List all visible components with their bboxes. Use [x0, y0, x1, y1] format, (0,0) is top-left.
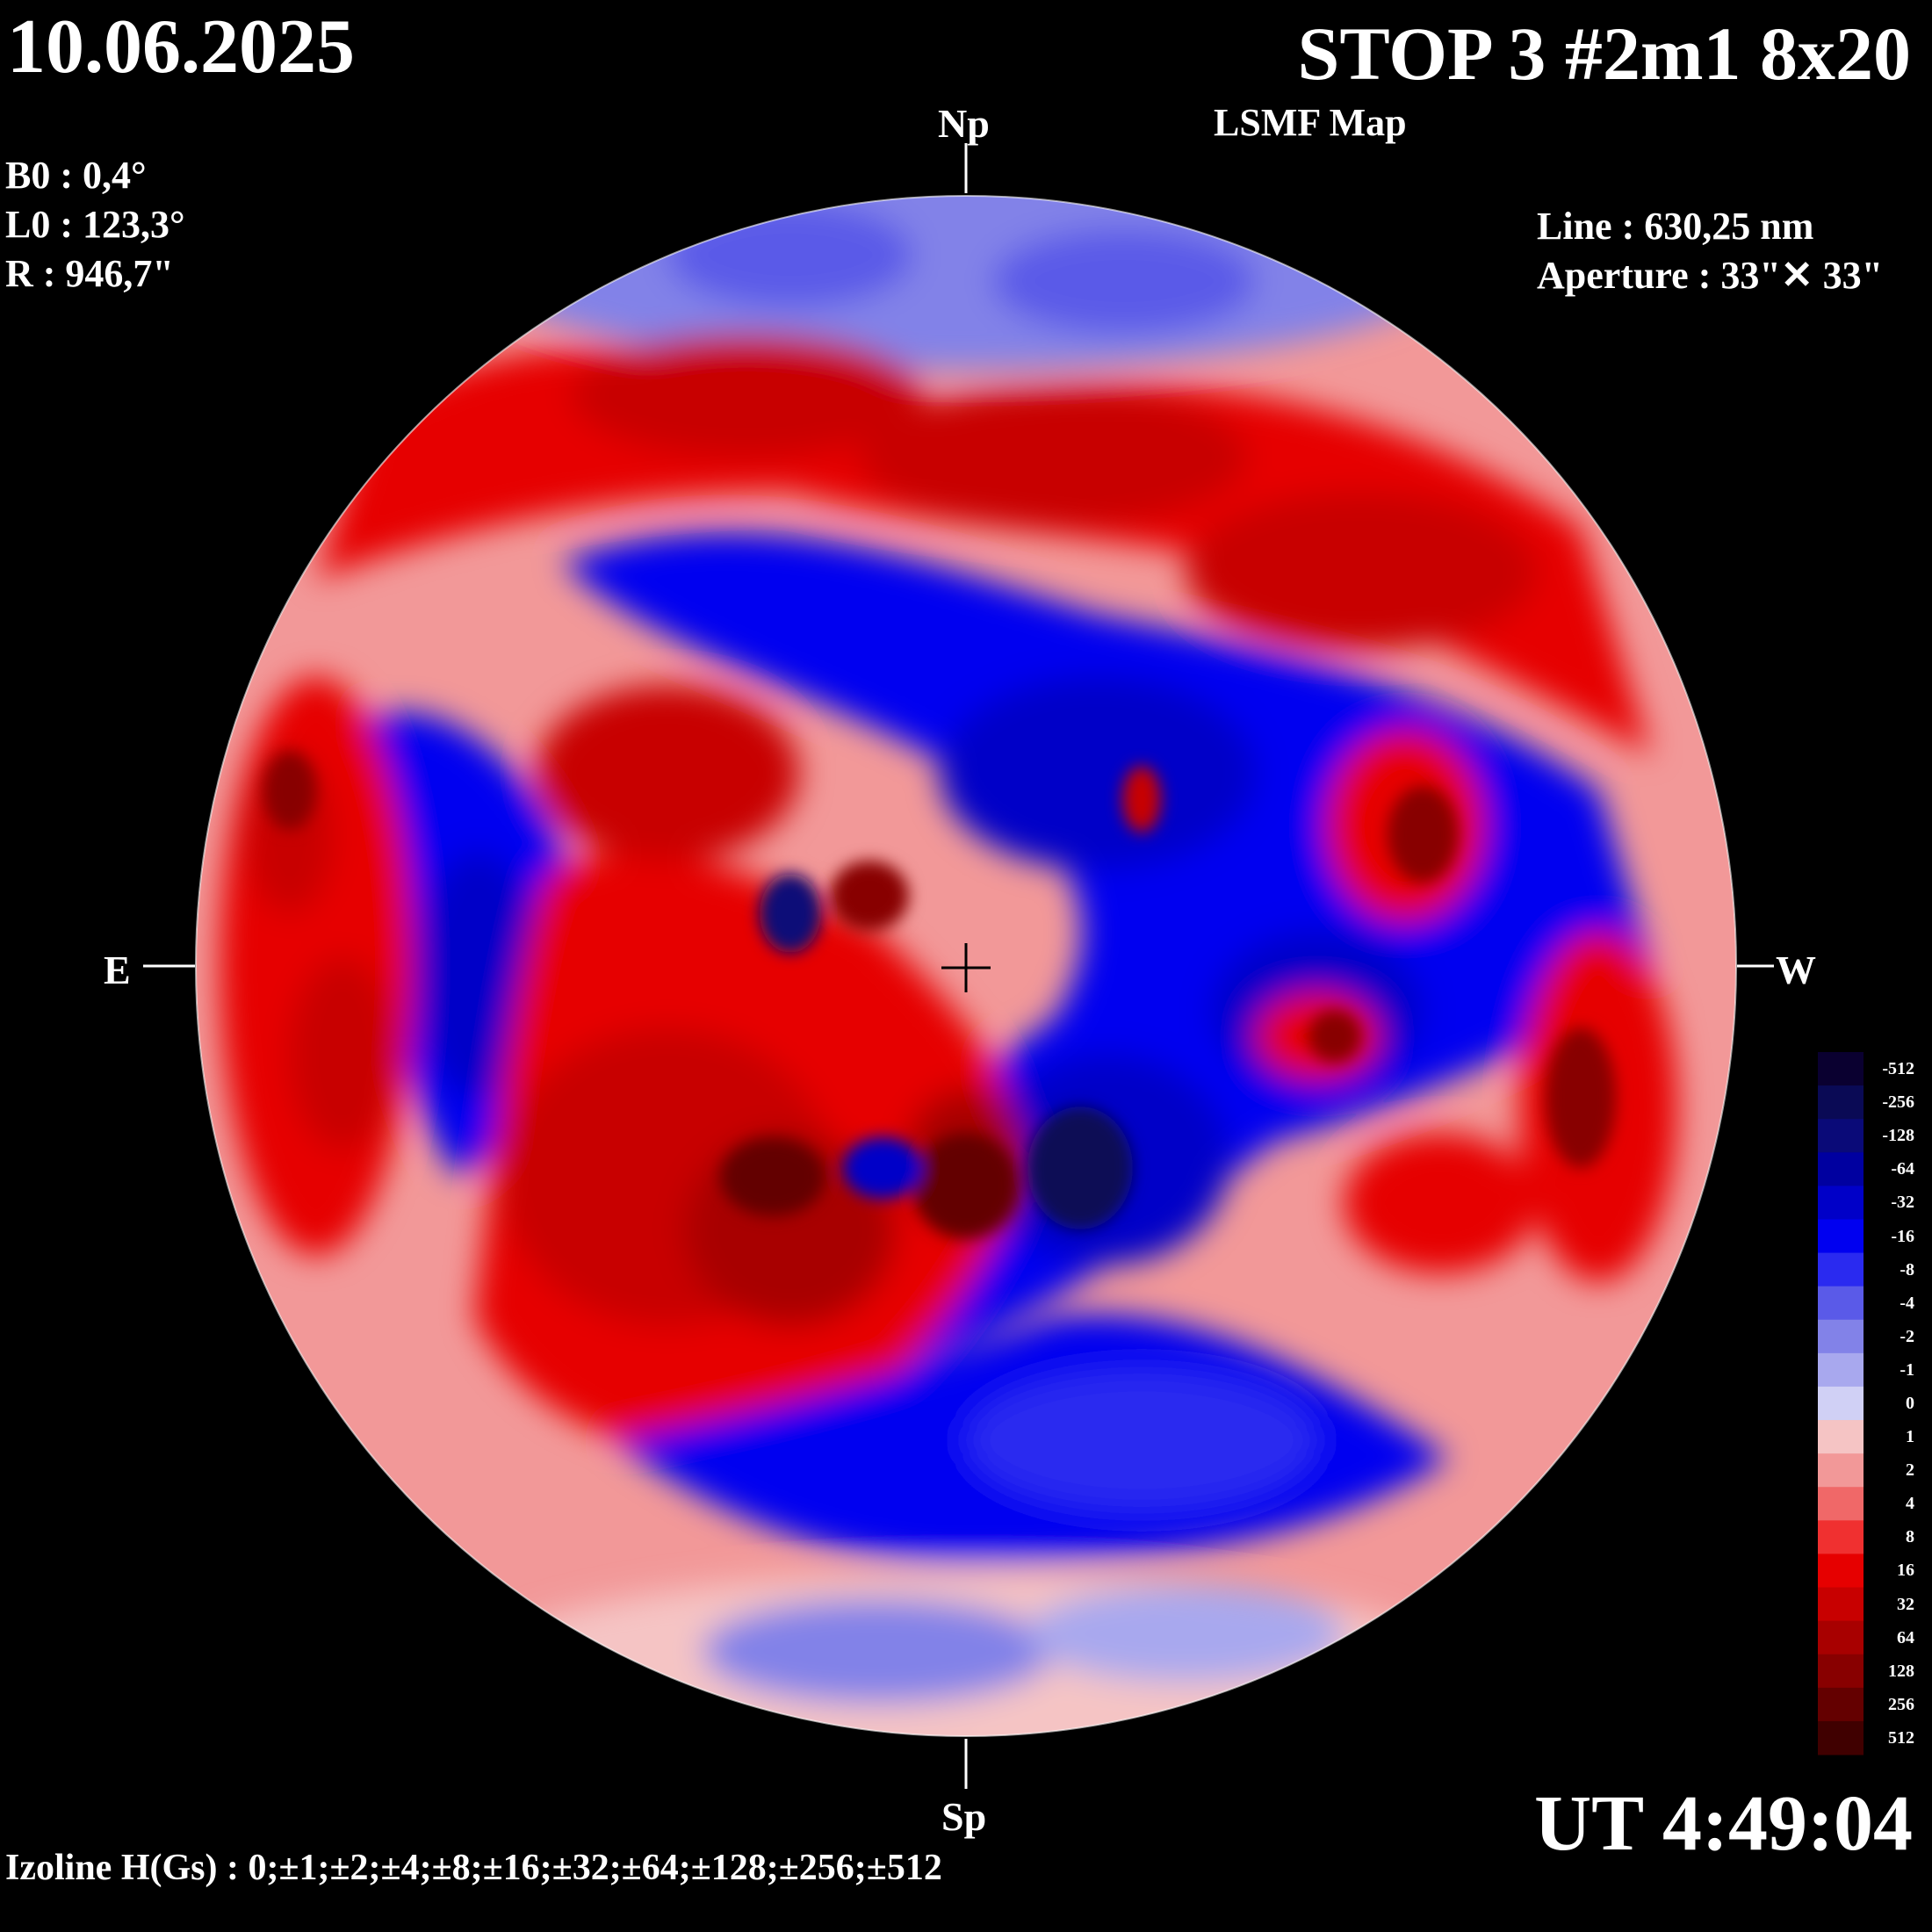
- west-label: W: [1776, 948, 1816, 992]
- color-scale-swatch: [1818, 1352, 1864, 1388]
- observation-date: 10.06.2025: [7, 4, 355, 90]
- south-pole-label: Sp: [941, 1794, 987, 1839]
- color-scale-label: 8: [1906, 1527, 1914, 1547]
- color-scale-label: 128: [1888, 1661, 1914, 1681]
- color-scale-bar: [1818, 1052, 1864, 1755]
- color-scale-swatch: [1818, 1720, 1864, 1755]
- color-scale-swatch: [1818, 1587, 1864, 1622]
- color-scale-label: 256: [1888, 1694, 1914, 1714]
- color-scale-label: -512: [1882, 1059, 1914, 1079]
- color-scale-swatch: [1818, 1286, 1864, 1321]
- color-scale-swatch: [1818, 1554, 1864, 1589]
- color-scale-label: -64: [1891, 1159, 1914, 1179]
- color-scale-swatch: [1818, 1453, 1864, 1488]
- color-scale-swatch: [1818, 1119, 1864, 1153]
- color-scale-label: -8: [1900, 1259, 1914, 1280]
- color-scale-swatch: [1818, 1386, 1864, 1421]
- color-scale-swatch: [1818, 1319, 1864, 1354]
- color-scale-label: -256: [1882, 1092, 1914, 1113]
- radius-value: R : 946,7": [5, 252, 174, 295]
- north-pole-label: Np: [938, 101, 990, 146]
- spectral-line: Line : 630,25 nm: [1537, 205, 1814, 248]
- color-scale-label: -2: [1900, 1326, 1914, 1346]
- color-scale-label: 512: [1888, 1727, 1914, 1748]
- color-scale-label: -32: [1891, 1193, 1914, 1213]
- color-scale-swatch: [1818, 1687, 1864, 1722]
- l0-value: L0 : 123,3°: [5, 203, 185, 246]
- color-scale-swatch: [1818, 1219, 1864, 1254]
- color-scale-swatch: [1818, 1152, 1864, 1186]
- universal-time: UT 4:49:04: [1534, 1780, 1913, 1867]
- color-scale-label: -1: [1900, 1359, 1914, 1380]
- solar-disc: [196, 196, 1736, 1736]
- color-scale-label: 2: [1906, 1460, 1914, 1481]
- color-scale-label: 1: [1906, 1427, 1914, 1447]
- color-scale-swatch: [1818, 1520, 1864, 1554]
- b0-value: B0 : 0,4°: [5, 154, 147, 197]
- color-scale-swatch: [1818, 1487, 1864, 1521]
- disc-center-cross: [941, 943, 991, 992]
- izoline-legend: Izoline H(Gs) : 0;±1;±2;±4;±8;±16;±32;±6…: [5, 1848, 942, 1888]
- color-scale-label: -4: [1900, 1293, 1914, 1313]
- color-scale-swatch: [1818, 1620, 1864, 1655]
- color-scale-swatch: [1818, 1252, 1864, 1287]
- color-scale-label: 0: [1906, 1394, 1914, 1413]
- map-subtitle: LSMF Map: [1214, 101, 1407, 144]
- map-title: STOP 3 #2m1 8x20: [1297, 11, 1911, 96]
- color-scale-label: 64: [1897, 1627, 1914, 1647]
- color-scale-label: 4: [1906, 1494, 1914, 1514]
- color-scale-swatch: [1818, 1654, 1864, 1689]
- color-scale-label: 16: [1897, 1561, 1914, 1581]
- color-scale-swatch: [1818, 1052, 1864, 1086]
- color-scale-label: -16: [1891, 1226, 1914, 1246]
- color-scale-swatch: [1818, 1085, 1864, 1120]
- color-scale-label: -128: [1882, 1126, 1914, 1146]
- aperture-size: Aperture : 33"✕ 33": [1537, 254, 1884, 297]
- color-scale-swatch: [1818, 1186, 1864, 1220]
- east-label: E: [104, 948, 131, 992]
- axis-ticks: [143, 143, 1774, 1789]
- color-scale-label: 32: [1897, 1594, 1914, 1614]
- color-scale-swatch: [1818, 1420, 1864, 1454]
